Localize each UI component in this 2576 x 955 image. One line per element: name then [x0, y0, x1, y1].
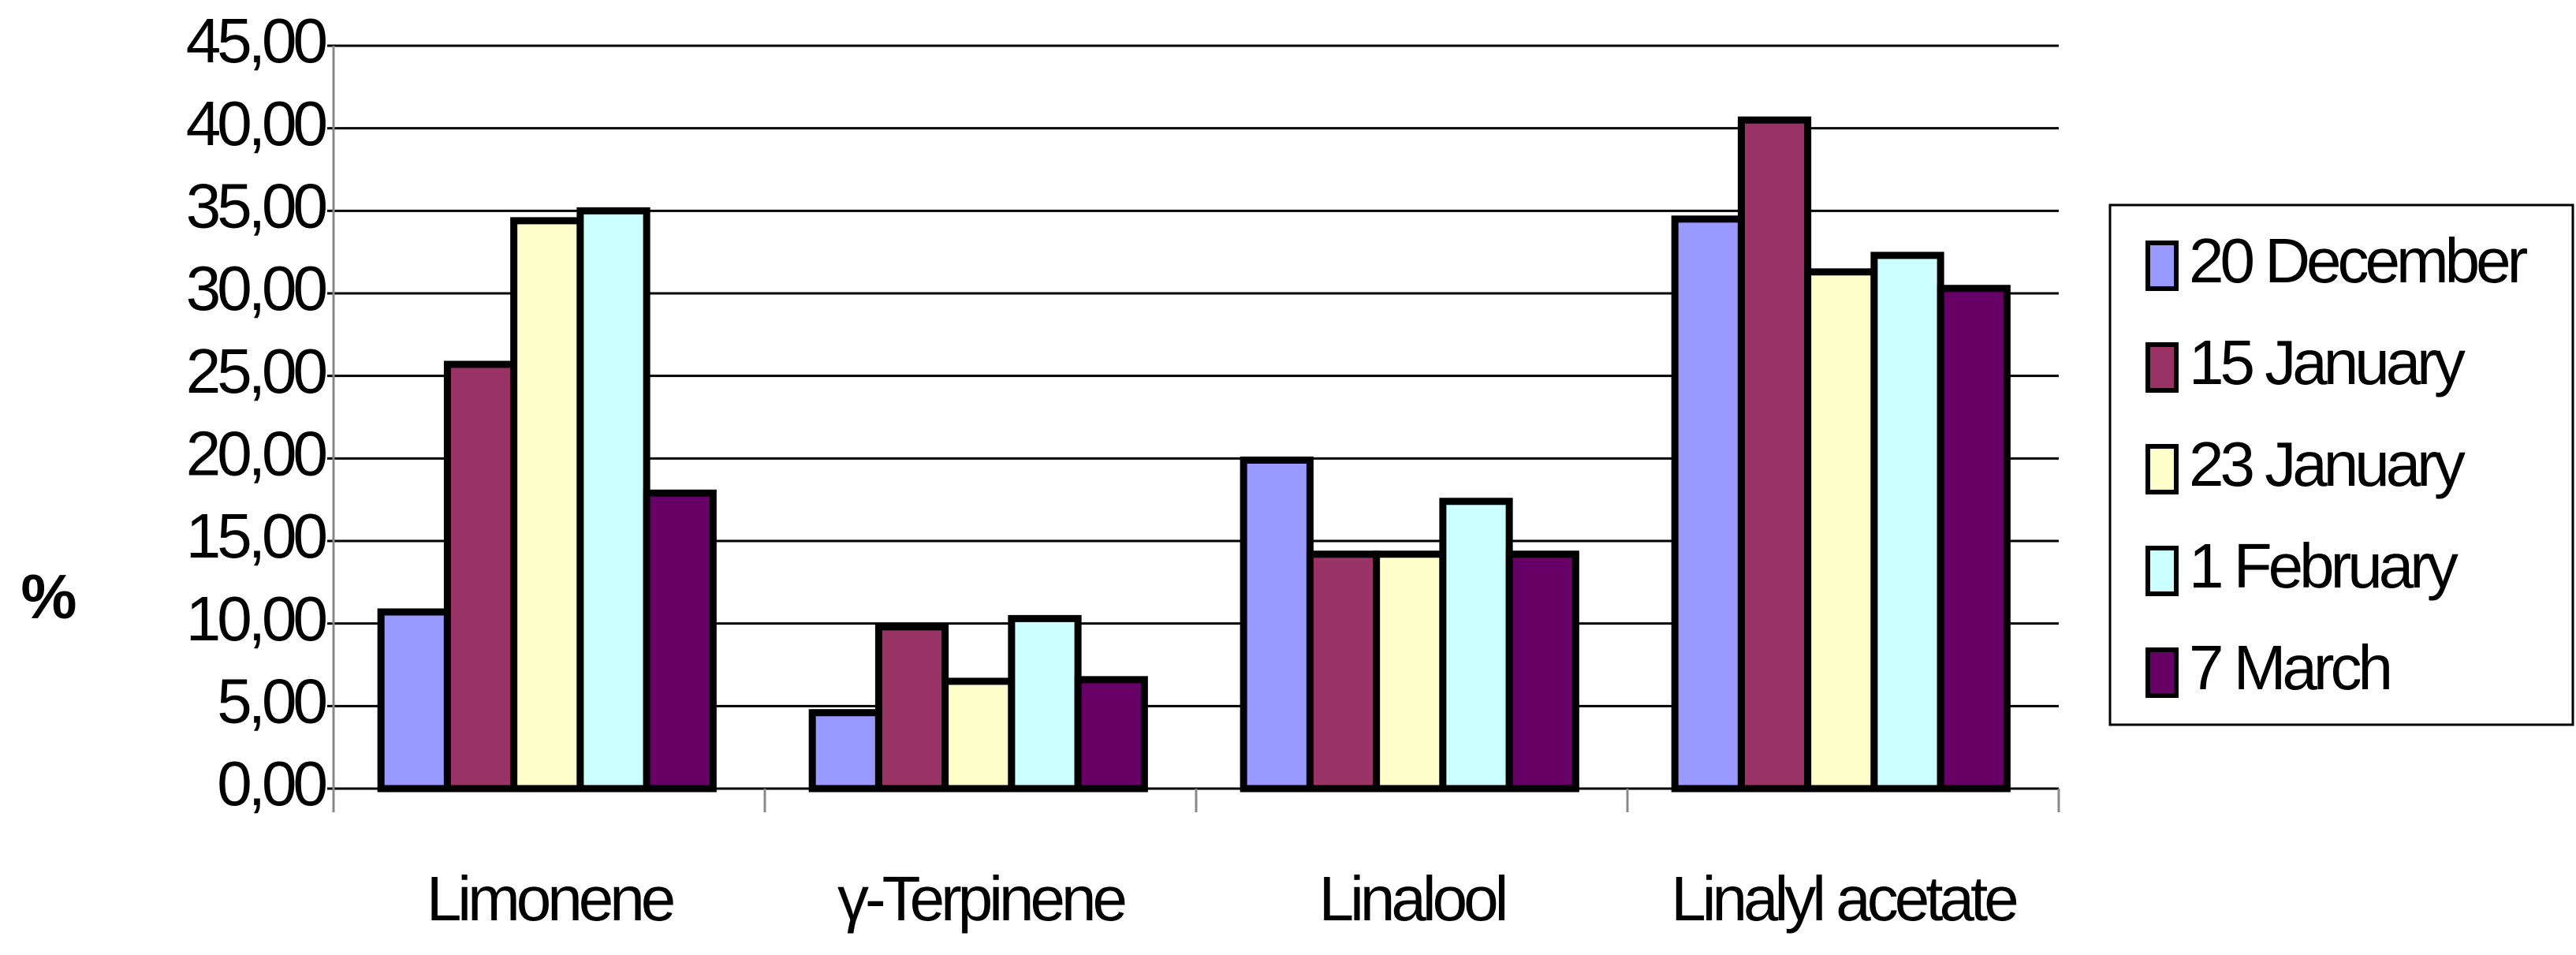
legend-swatch — [2145, 647, 2179, 698]
bar — [1008, 614, 1082, 793]
bar — [1671, 215, 1745, 793]
bar — [1306, 550, 1381, 793]
bar — [874, 623, 949, 793]
bar — [1870, 252, 1944, 793]
y-tick-label: 20,00 — [186, 418, 326, 488]
legend-swatch — [2145, 546, 2179, 596]
bar — [443, 360, 518, 793]
y-tick-label: 35,00 — [186, 170, 326, 241]
legend-swatch — [2145, 241, 2179, 291]
bar — [1804, 268, 1878, 793]
legend-label: 23 January — [2189, 429, 2466, 499]
bar — [1937, 285, 2011, 793]
y-tick-label: 0,00 — [217, 748, 326, 819]
legend-label: 1 February — [2189, 531, 2459, 601]
bar — [576, 207, 651, 793]
bar — [377, 608, 451, 793]
x-tick-label: γ-Terpinene — [837, 864, 1125, 934]
legend-swatch — [2145, 342, 2179, 393]
legend-box — [2108, 203, 2574, 726]
y-tick-label: 15,00 — [186, 501, 326, 571]
bar — [808, 709, 882, 793]
bar — [941, 677, 1016, 793]
legend-swatch — [2145, 444, 2179, 494]
legend-label: 20 December — [2189, 226, 2528, 296]
bar — [1240, 456, 1314, 793]
x-tick-label: Linalyl acetate — [1671, 864, 2016, 934]
bar — [510, 217, 584, 793]
bar — [1074, 676, 1148, 793]
y-tick-label: 5,00 — [217, 666, 326, 736]
y-tick-label: 40,00 — [186, 88, 326, 159]
bar — [1373, 550, 1447, 793]
y-tick-label: 10,00 — [186, 584, 326, 654]
bar — [1505, 550, 1579, 793]
y-tick-label: 25,00 — [186, 336, 326, 406]
bar — [643, 489, 717, 793]
legend-label: 7 March — [2189, 632, 2389, 703]
y-axis-label: % — [21, 561, 76, 632]
x-tick-label: Limonene — [427, 864, 673, 934]
legend-label: 15 January — [2189, 327, 2466, 397]
bar — [1737, 116, 1812, 793]
x-tick-label: Linalool — [1319, 864, 1505, 934]
bar — [1439, 498, 1513, 793]
y-tick-label: 30,00 — [186, 253, 326, 323]
y-tick-label: 45,00 — [186, 6, 326, 76]
